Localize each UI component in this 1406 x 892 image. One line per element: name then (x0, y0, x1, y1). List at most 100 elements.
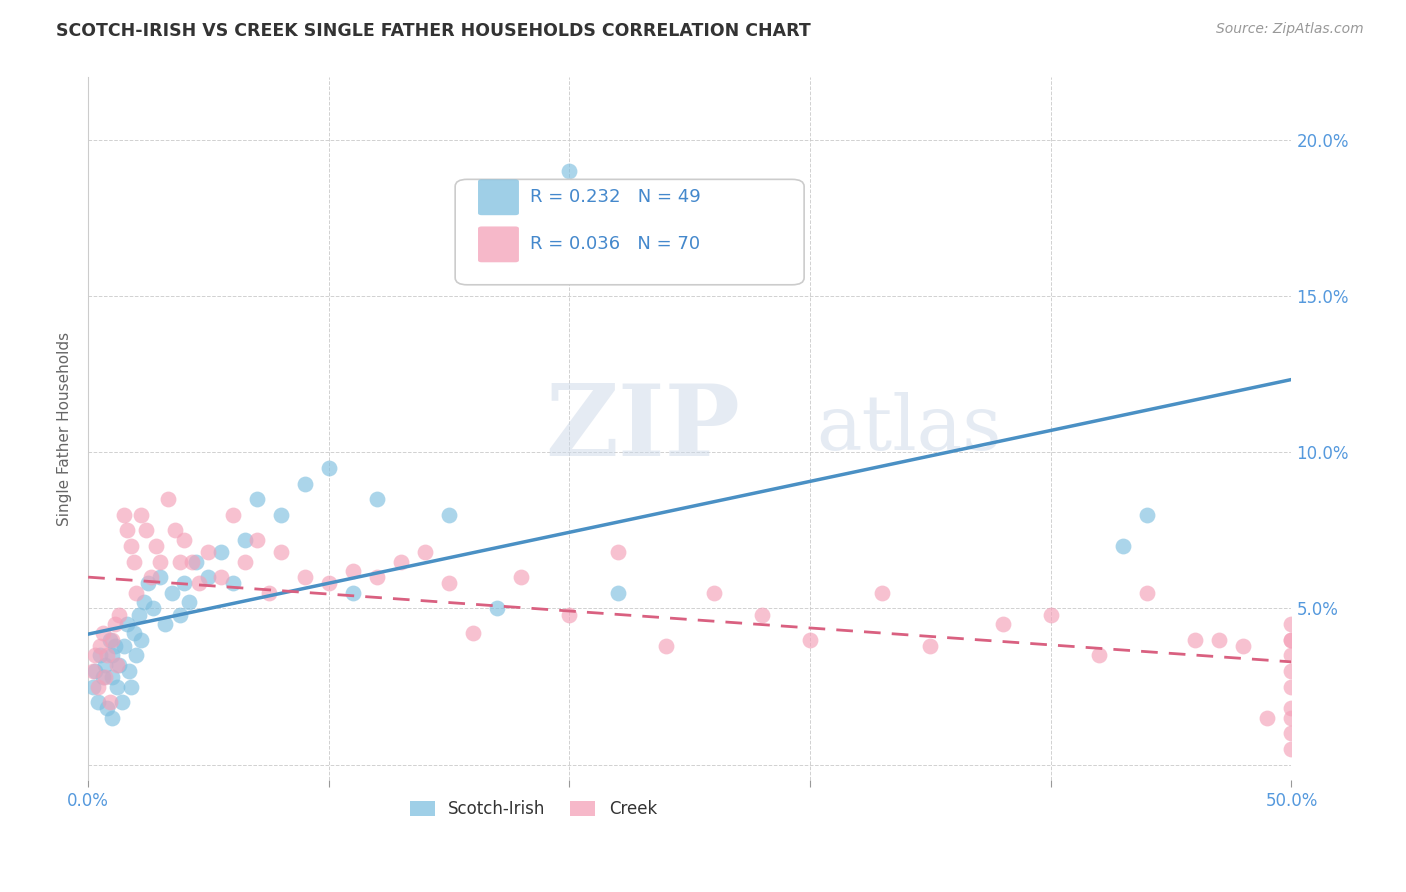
Point (173, 533, 195, 547)
Point (101, 648, 124, 663)
Text: R = 0.036   N = 70: R = 0.036 N = 70 (530, 235, 700, 253)
Point (142, 601, 165, 615)
Point (149, 570, 172, 584)
Point (221, 576, 243, 591)
Point (129, 632, 152, 647)
Point (105, 680, 128, 694)
Point (82, 664, 104, 678)
Point (115, 617, 138, 632)
Point (111, 695, 134, 709)
Point (654, 639, 676, 653)
Point (89, 648, 111, 663)
Point (558, 607, 581, 622)
Y-axis label: Single Father Households: Single Father Households (58, 332, 72, 526)
Point (104, 617, 127, 632)
Point (84, 664, 107, 678)
Point (1208, 632, 1230, 647)
Point (1256, 711, 1278, 725)
Point (1136, 586, 1159, 600)
Point (115, 524, 138, 538)
Point (101, 632, 124, 647)
Point (96, 648, 118, 663)
Point (1039, 607, 1062, 622)
Point (156, 492, 179, 507)
Point (169, 607, 191, 622)
Point (94, 657, 117, 672)
Point (1184, 632, 1206, 647)
Point (606, 545, 628, 559)
FancyBboxPatch shape (478, 179, 519, 215)
Point (1281, 617, 1303, 632)
Point (246, 492, 269, 507)
Point (342, 586, 364, 600)
Point (121, 680, 143, 694)
Point (389, 555, 412, 569)
Point (1281, 632, 1303, 647)
Point (246, 533, 269, 547)
Point (136, 576, 159, 591)
Point (294, 476, 316, 491)
Point (121, 539, 143, 553)
Point (180, 555, 202, 569)
Point (437, 508, 460, 522)
Point (108, 657, 131, 672)
Text: Source: ZipAtlas.com: Source: ZipAtlas.com (1216, 22, 1364, 37)
Point (91, 670, 114, 684)
Text: SCOTCH-IRISH VS CREEK SINGLE FATHER HOUSEHOLDS CORRELATION CHART: SCOTCH-IRISH VS CREEK SINGLE FATHER HOUS… (56, 22, 811, 40)
Point (221, 508, 243, 522)
Point (270, 545, 292, 559)
Text: R = 0.232   N = 49: R = 0.232 N = 49 (530, 188, 700, 206)
Point (89, 639, 111, 653)
Point (197, 570, 219, 584)
Point (257, 586, 280, 600)
Point (94, 670, 117, 684)
Point (1281, 632, 1303, 647)
Text: ZIP: ZIP (546, 380, 741, 477)
Point (1112, 539, 1135, 553)
Point (173, 576, 195, 591)
Point (108, 607, 131, 622)
Point (463, 626, 485, 640)
Point (1281, 648, 1303, 663)
Point (153, 617, 176, 632)
Text: atlas: atlas (815, 392, 1001, 466)
Point (186, 555, 208, 569)
Point (101, 670, 124, 684)
Point (187, 576, 209, 591)
Point (105, 657, 128, 672)
Point (132, 595, 155, 609)
Point (149, 555, 172, 569)
Point (162, 586, 184, 600)
Point (1281, 711, 1303, 725)
Point (125, 648, 148, 663)
Point (1136, 508, 1159, 522)
FancyBboxPatch shape (456, 179, 804, 285)
Point (991, 617, 1014, 632)
Point (122, 555, 145, 569)
Point (872, 586, 894, 600)
Point (510, 570, 533, 584)
Point (145, 539, 167, 553)
Point (318, 576, 340, 591)
Point (342, 564, 364, 578)
Point (87, 680, 110, 694)
Point (233, 555, 256, 569)
Point (413, 545, 436, 559)
Point (179, 595, 201, 609)
Point (751, 607, 773, 622)
Point (135, 524, 157, 538)
Point (101, 711, 124, 725)
Point (87, 695, 110, 709)
Point (1281, 726, 1303, 740)
Point (920, 639, 942, 653)
Point (163, 524, 186, 538)
Point (112, 639, 135, 653)
Point (197, 545, 219, 559)
Point (799, 632, 821, 647)
Point (209, 545, 232, 559)
Point (112, 508, 135, 522)
FancyBboxPatch shape (478, 227, 519, 262)
Point (366, 492, 388, 507)
Point (128, 607, 150, 622)
Legend: Scotch-Irish, Creek: Scotch-Irish, Creek (404, 793, 664, 825)
